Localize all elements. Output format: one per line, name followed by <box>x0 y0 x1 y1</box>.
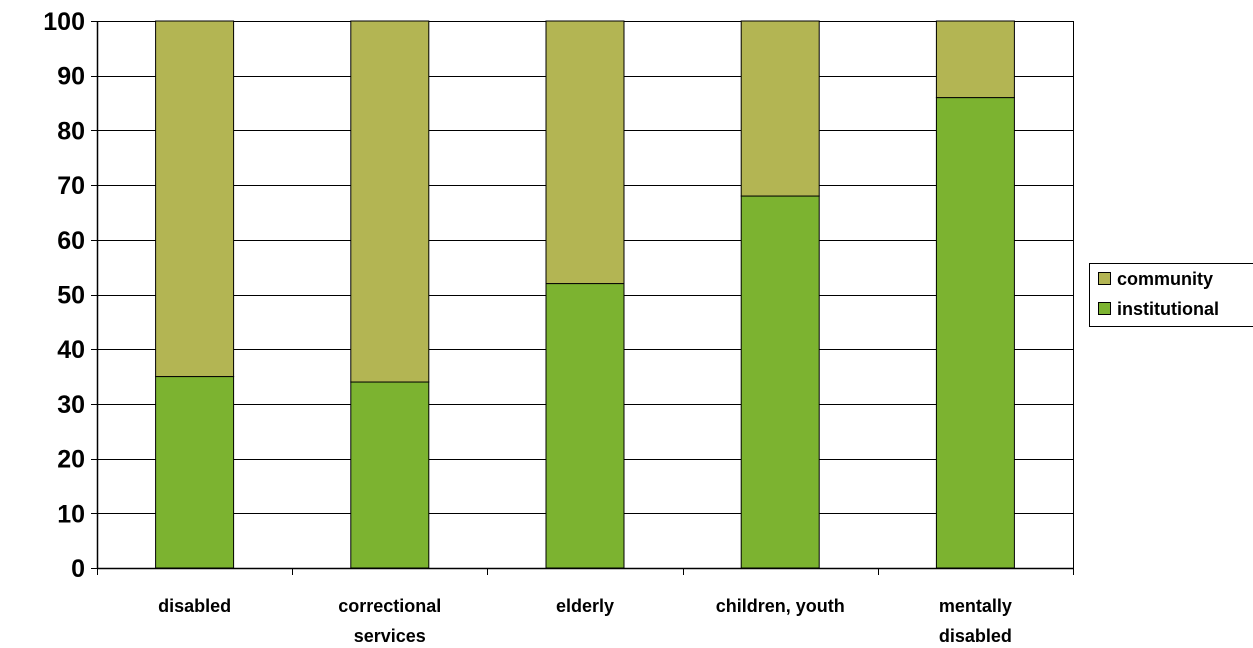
legend: community institutional <box>1089 263 1253 327</box>
y-tick-label: 30 <box>57 391 85 419</box>
x-tick-label: elderly <box>556 596 614 616</box>
y-tick-label: 10 <box>57 500 85 528</box>
x-tick-label-line: elderly <box>556 596 614 616</box>
x-tick-label-line: services <box>354 626 426 646</box>
x-tick-label: mentally disabled <box>939 596 1012 646</box>
y-tick-label: 100 <box>43 8 85 36</box>
y-tick-label: 40 <box>57 336 85 364</box>
bar-community <box>545 20 625 285</box>
x-tick-label-line: children, youth <box>716 596 845 616</box>
y-tick-label: 80 <box>57 117 85 145</box>
bar-community <box>935 20 1015 99</box>
bars <box>155 20 1015 569</box>
x-tick-label-line: disabled <box>158 596 231 616</box>
x-tick-label-line: correctional <box>338 596 441 616</box>
bar-institutional <box>740 195 820 569</box>
bar-community <box>350 20 430 383</box>
bar-institutional <box>545 283 625 569</box>
bar-community <box>740 20 820 197</box>
x-tick-label: children, youth <box>716 596 845 616</box>
x-tick-label: correctional services <box>338 596 441 646</box>
y-tick-label: 70 <box>57 172 85 200</box>
legend-label-institutional: institutional <box>1117 299 1219 319</box>
y-tick-label: 50 <box>57 282 85 310</box>
bar-institutional <box>155 376 235 569</box>
y-tick-label: 0 <box>71 555 85 583</box>
x-tick-label-line: disabled <box>939 626 1012 646</box>
bar-community <box>155 20 235 378</box>
x-axis-ticks: disabled correctional services elderly child… <box>97 568 1074 646</box>
x-tick-label-line: mentally <box>939 596 1012 616</box>
axes <box>96 21 1074 570</box>
legend-swatch-institutional <box>1098 302 1111 315</box>
bar-institutional <box>350 381 430 569</box>
bar-institutional <box>935 97 1015 569</box>
y-tick-label: 90 <box>57 63 85 91</box>
y-tick-label: 20 <box>57 446 85 474</box>
legend-box <box>1089 263 1253 327</box>
y-tick-label: 60 <box>57 227 85 255</box>
y-axis-ticks: 0 10 20 30 40 50 60 70 80 90 100 <box>43 8 97 583</box>
legend-label-community: community <box>1117 269 1213 289</box>
legend-swatch-community <box>1098 272 1111 285</box>
x-tick-label: disabled <box>158 596 231 616</box>
